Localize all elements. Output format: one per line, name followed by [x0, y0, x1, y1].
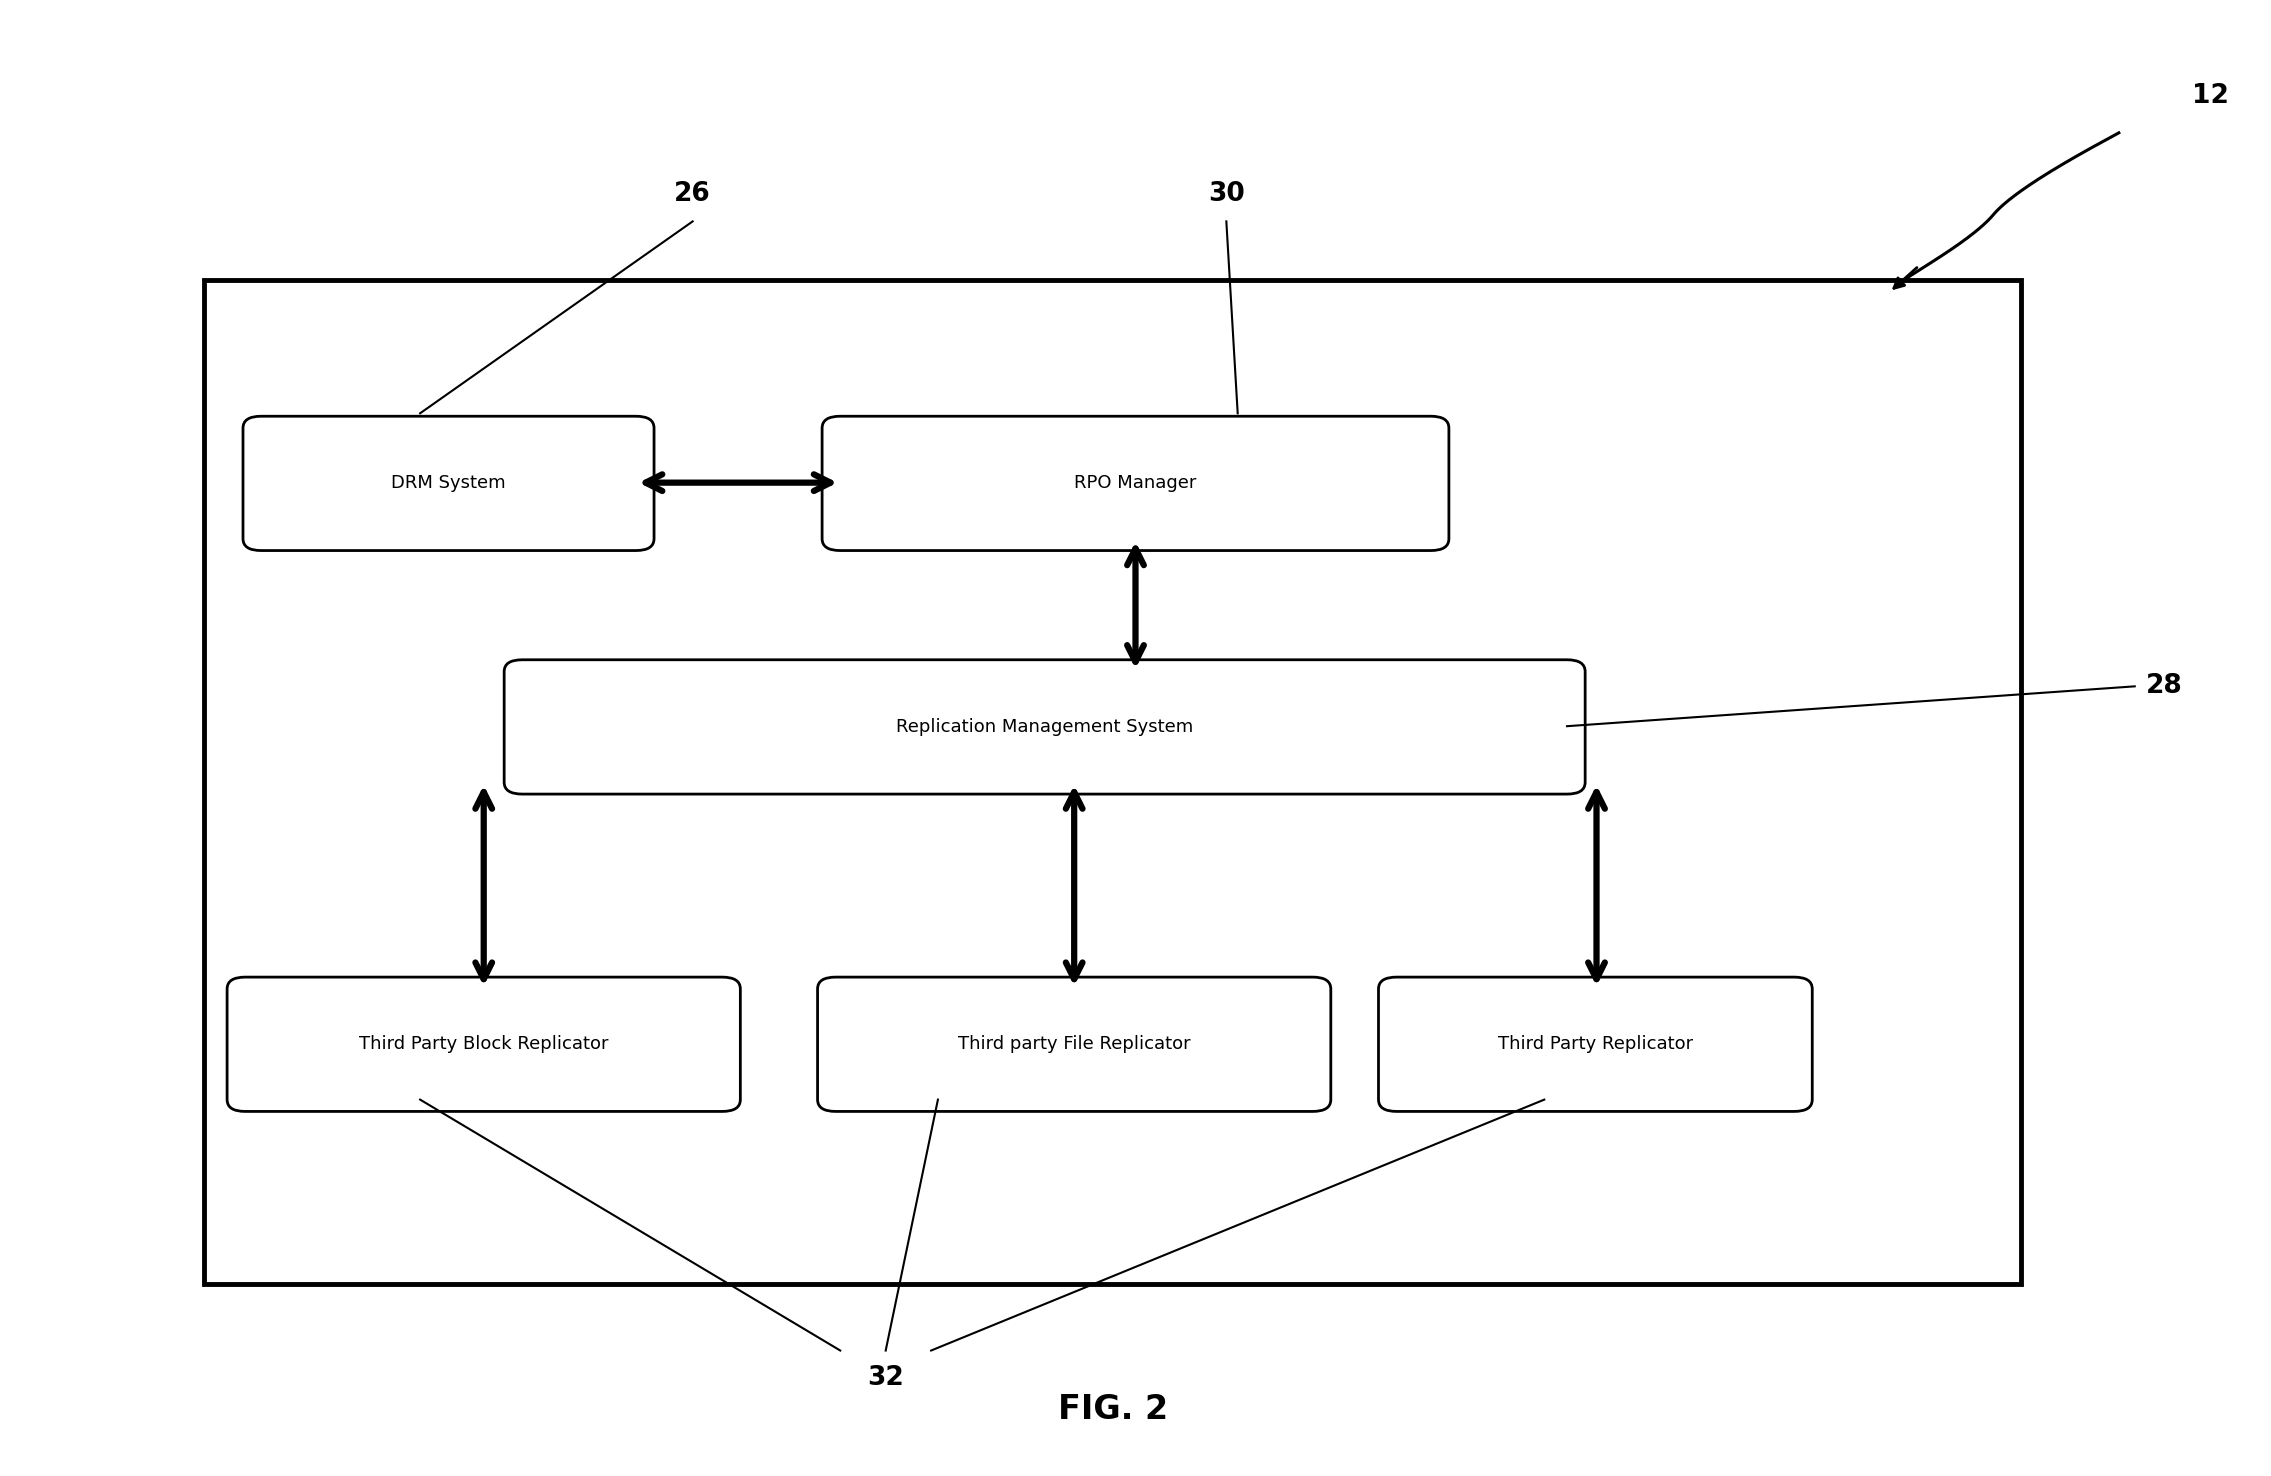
Text: 12: 12	[2192, 83, 2228, 109]
Text: DRM System: DRM System	[391, 474, 506, 493]
Text: 28: 28	[2146, 673, 2182, 700]
FancyBboxPatch shape	[1378, 977, 1812, 1111]
FancyBboxPatch shape	[204, 280, 2021, 1284]
Text: Third Party Block Replicator: Third Party Block Replicator	[359, 1035, 609, 1054]
FancyBboxPatch shape	[818, 977, 1331, 1111]
Text: FIG. 2: FIG. 2	[1058, 1393, 1167, 1426]
Text: 32: 32	[868, 1365, 904, 1392]
Text: Third Party Replicator: Third Party Replicator	[1499, 1035, 1692, 1054]
FancyBboxPatch shape	[822, 416, 1449, 551]
Text: RPO Manager: RPO Manager	[1074, 474, 1197, 493]
Text: Replication Management System: Replication Management System	[897, 717, 1192, 737]
FancyBboxPatch shape	[243, 416, 654, 551]
FancyBboxPatch shape	[227, 977, 740, 1111]
FancyBboxPatch shape	[504, 660, 1585, 794]
Text: 26: 26	[674, 180, 711, 207]
Text: Third party File Replicator: Third party File Replicator	[958, 1035, 1190, 1054]
Text: 30: 30	[1208, 180, 1245, 207]
